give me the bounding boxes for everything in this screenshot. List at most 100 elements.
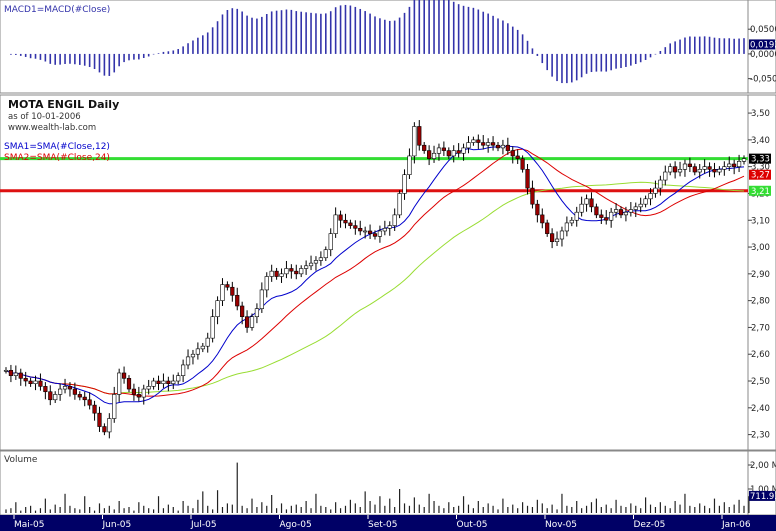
month-label: Set-05 — [368, 520, 397, 530]
candle-body — [3, 369, 9, 372]
candle-body — [225, 284, 230, 288]
candle-body — [609, 211, 614, 221]
candle-body — [156, 380, 161, 384]
candle-body — [673, 166, 678, 173]
candle-body — [692, 166, 697, 173]
candle-body — [338, 214, 343, 221]
candle-body — [550, 233, 555, 242]
sma2-label: SMA2=SMA(#Close,24) — [4, 153, 110, 163]
candle-body — [387, 225, 392, 229]
candle-body — [38, 380, 43, 387]
candle-body — [264, 276, 269, 291]
candle-body — [107, 418, 112, 433]
candle-body — [176, 375, 181, 382]
candle-body — [48, 391, 53, 401]
candle-body — [436, 147, 442, 154]
candle-body — [476, 139, 481, 143]
candle-body — [308, 262, 314, 267]
candle-body — [702, 166, 707, 170]
candle-body — [417, 126, 422, 146]
candle-body — [643, 198, 648, 205]
candle-body — [141, 388, 146, 398]
candle-body — [62, 386, 68, 390]
volume-last-box — [749, 490, 775, 501]
candle-body — [490, 142, 496, 146]
candle-body — [102, 426, 107, 433]
last-close-box-label: 3,33 — [751, 155, 770, 165]
candle-body — [663, 171, 668, 181]
volume-tick-label: 2,00 M — [750, 461, 776, 471]
month-label: Mai-05 — [14, 520, 44, 530]
month-label: Jul-05 — [190, 520, 217, 530]
candle-body — [284, 268, 289, 275]
candle-body — [736, 161, 742, 167]
candle-body — [92, 404, 97, 414]
candle-body — [289, 268, 294, 272]
volume-tick-label: 1,00 M — [750, 485, 776, 495]
last-value-boxes: 3,33 3,27 3,21 — [749, 153, 771, 197]
candle-body — [687, 163, 692, 167]
candle-body — [741, 158, 747, 162]
candle-body — [126, 378, 132, 390]
price-tick-label: 2,80 — [751, 297, 770, 307]
candle-body — [67, 386, 73, 390]
price-tick-label: 2,40 — [751, 404, 770, 414]
candle-body — [318, 257, 323, 261]
price-tick-label: 2,90 — [751, 270, 770, 280]
candle-body — [677, 169, 683, 173]
candle-body — [82, 396, 87, 401]
candle-body — [392, 214, 397, 226]
candle-body — [97, 412, 102, 427]
candle-body — [481, 142, 486, 146]
candle-body — [200, 345, 205, 350]
candle-body — [500, 144, 506, 149]
candle-body — [569, 219, 574, 224]
candle-body — [520, 158, 525, 170]
candle-body — [343, 219, 348, 224]
candle-body — [269, 270, 274, 277]
volume-label: Volume — [4, 455, 38, 465]
candle-body — [712, 169, 717, 173]
candle-body — [466, 142, 471, 149]
horizontal-lines — [0, 157, 748, 193]
candle-body — [633, 206, 638, 210]
month-label: Jan-06 — [721, 520, 751, 530]
candle-body — [363, 230, 368, 233]
candle-body — [525, 169, 530, 189]
candle-body — [254, 308, 260, 318]
candle-body — [599, 214, 604, 218]
candle-body — [471, 139, 476, 143]
candle-body — [412, 126, 417, 157]
candle-body — [535, 203, 540, 216]
candle-body — [372, 233, 378, 237]
candle-body — [244, 316, 250, 328]
candle-body — [58, 388, 63, 395]
candle-body — [505, 144, 510, 151]
candle-body — [304, 265, 309, 269]
last-sma1-box — [749, 169, 771, 180]
sma1-label: SMA1=SMA(#Close,12) — [4, 142, 110, 152]
candle-body — [623, 211, 629, 216]
candle-body — [461, 147, 466, 154]
candle-body — [495, 144, 501, 149]
candle-body — [313, 260, 319, 264]
candle-body — [249, 316, 255, 328]
candle-body — [697, 169, 702, 173]
last-sma1-box-label: 3,27 — [751, 171, 770, 181]
candle-body — [77, 394, 82, 398]
candle-body — [171, 380, 176, 384]
candle-body — [584, 198, 589, 205]
candle-body — [707, 166, 712, 170]
candle-body — [579, 203, 584, 213]
candle-body — [72, 388, 77, 395]
sma3-line — [5, 181, 745, 395]
price-tick-label: 3,10 — [751, 216, 770, 226]
date-axis-labels: Mai-05 Jun-05 Jul-05 Ago-05 Set-05 Out-05 Nov-… — [13, 515, 751, 530]
price-tick-label: 3,30 — [751, 163, 770, 173]
candle-body — [205, 337, 210, 347]
last-sma2-box — [749, 185, 771, 196]
